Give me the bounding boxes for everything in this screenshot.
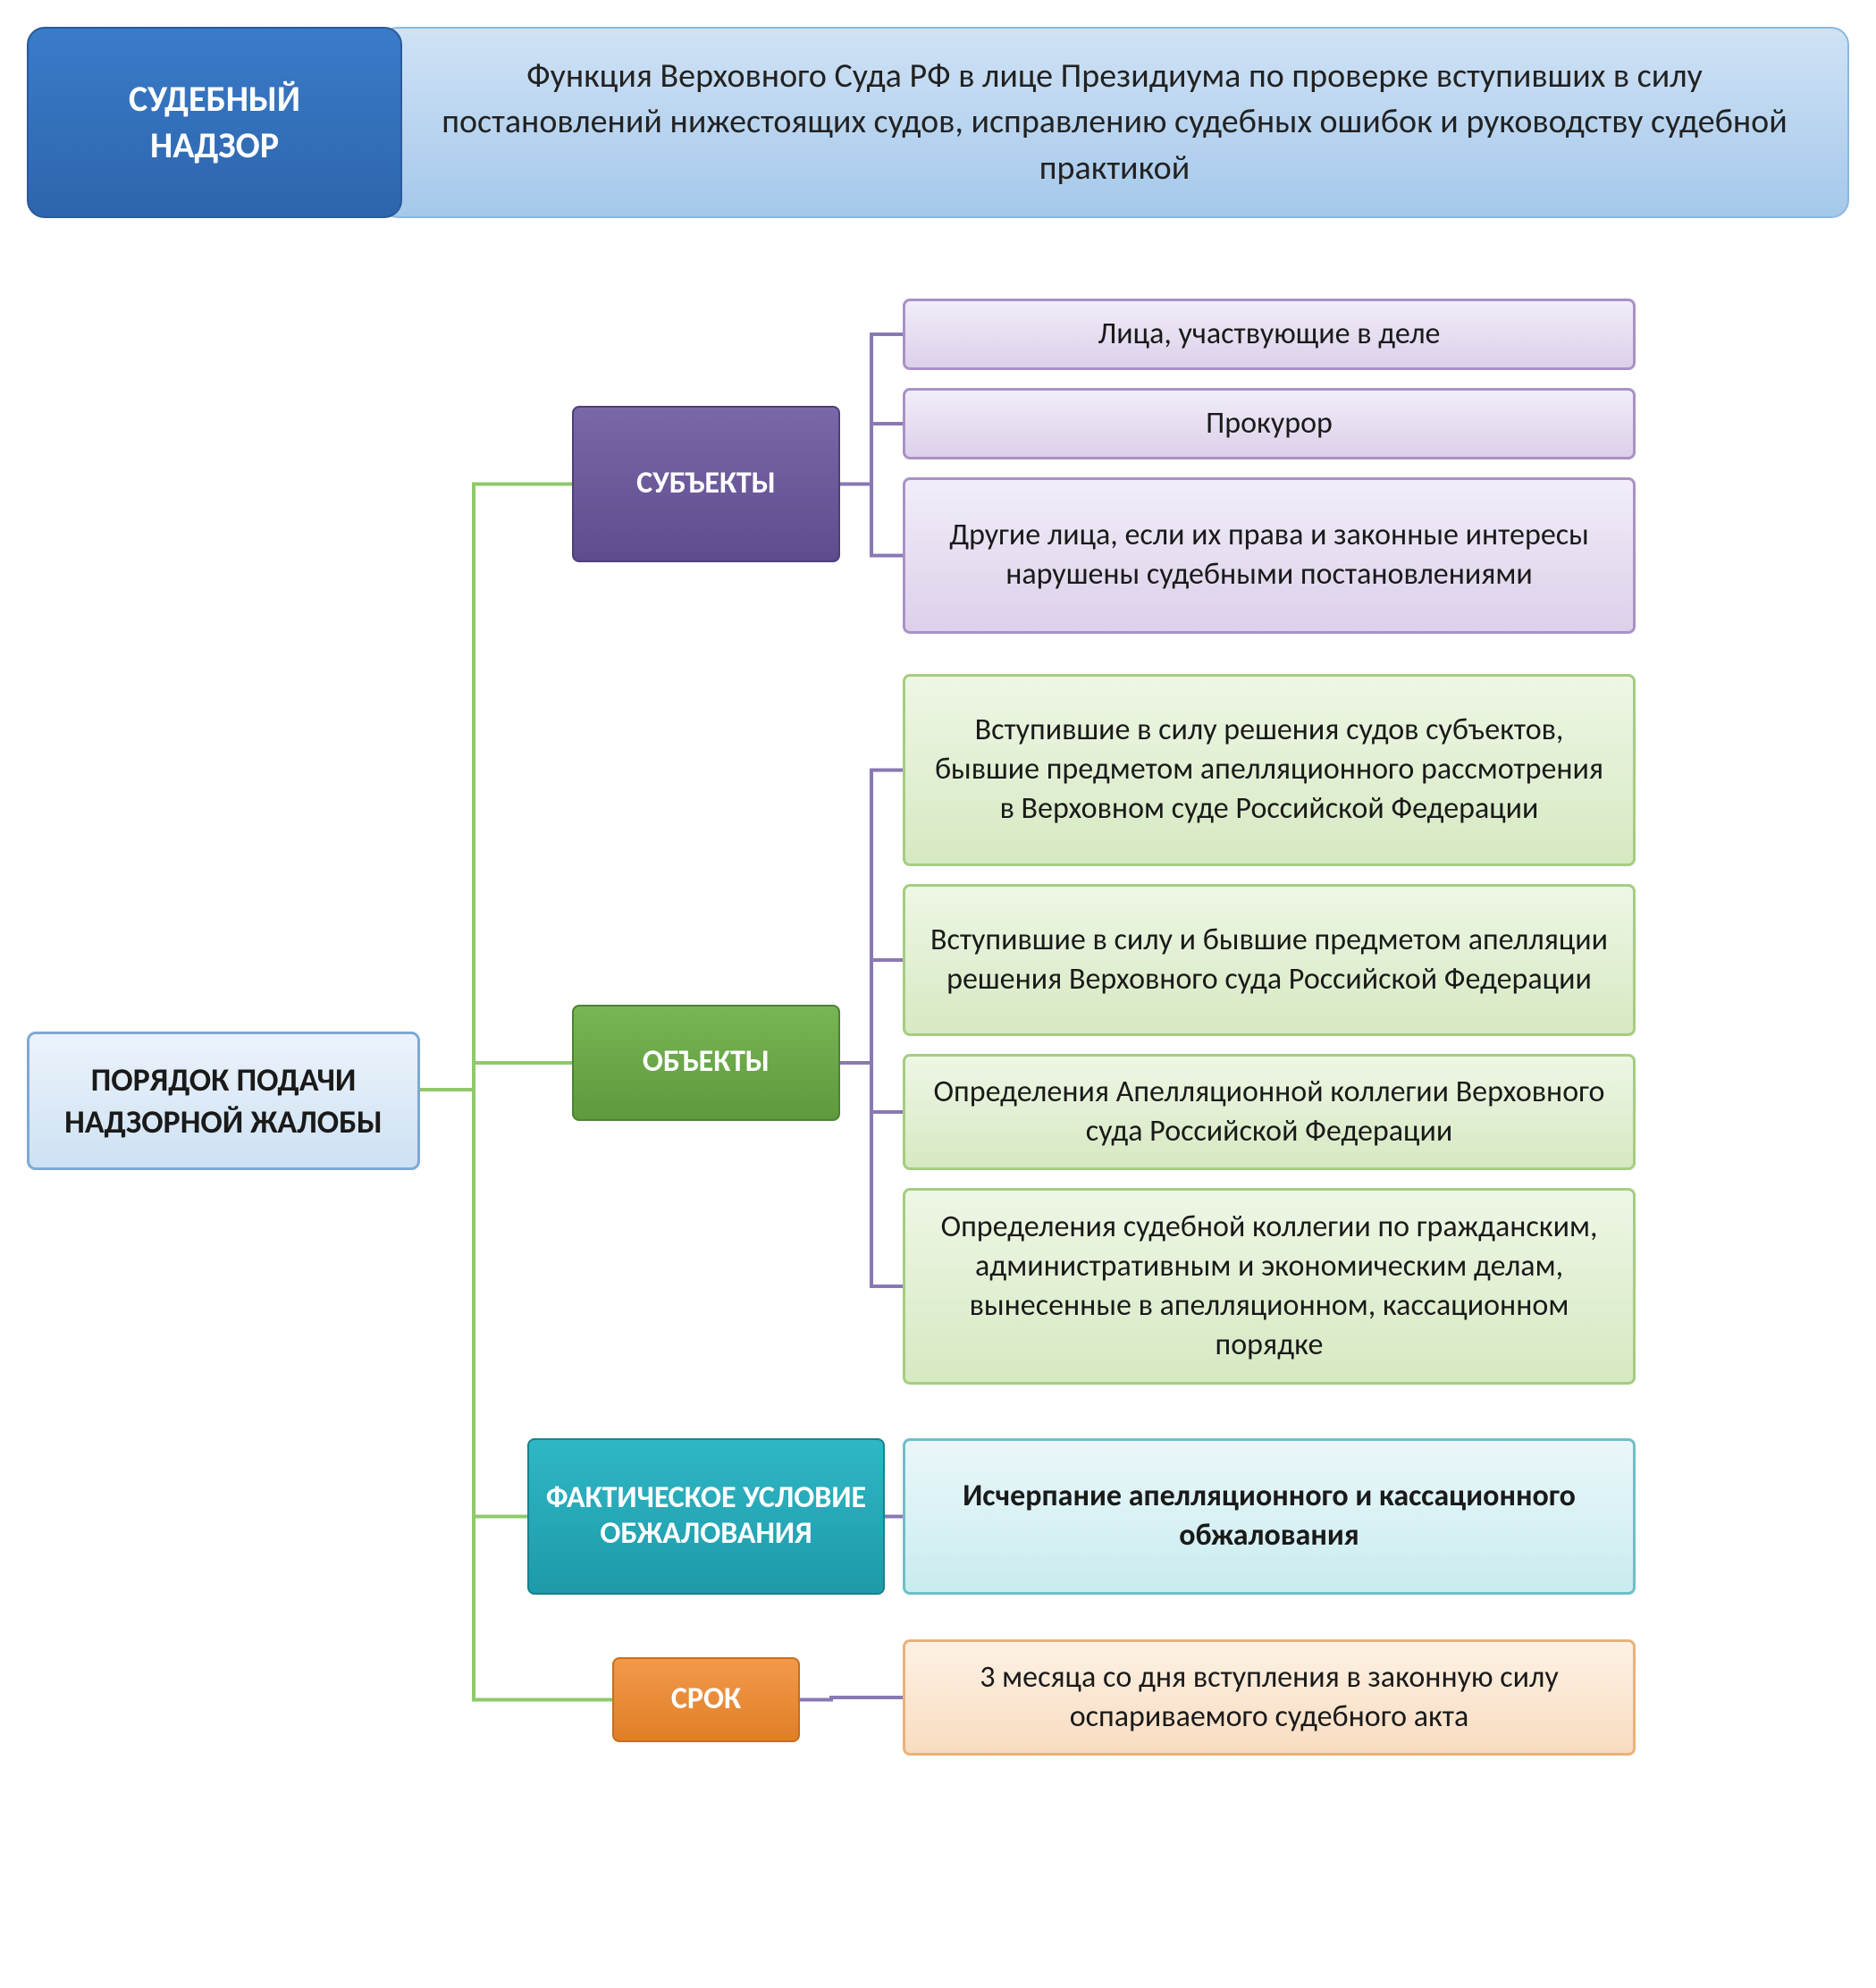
branch-node-condition: ФАКТИЧЕСКОЕ УСЛОВИЕ ОБЖАЛОВАНИЯ (527, 1438, 885, 1595)
diagram-canvas: ПОРЯДОК ПОДАЧИ НАДЗОРНОЙ ЖАЛОБЫ СУБЪЕКТЫ… (27, 299, 1849, 1800)
title-box: СУДЕБНЫЙ НАДЗОР (27, 27, 402, 218)
leaf-node: 3 месяца со дня вступления в законную си… (903, 1639, 1636, 1756)
definition-box: Функция Верховного Суда РФ в лице Презид… (380, 27, 1849, 218)
branch-node-subjects: СУБЪЕКТЫ (572, 406, 840, 562)
leaf-node: Определения Апелляционной коллегии Верхо… (903, 1054, 1636, 1170)
leaf-node: Определения судебной коллегии по граждан… (903, 1188, 1636, 1385)
leaf-node: Прокурор (903, 388, 1636, 459)
branch-node-objects: ОБЪЕКТЫ (572, 1005, 840, 1121)
root-node: ПОРЯДОК ПОДАЧИ НАДЗОРНОЙ ЖАЛОБЫ (27, 1032, 420, 1171)
header-row: СУДЕБНЫЙ НАДЗОР Функция Верховного Суда … (27, 27, 1849, 218)
leaf-node: Другие лица, если их права и законные ин… (903, 477, 1636, 634)
leaf-node: Исчерпание апелляционного и кассационног… (903, 1438, 1636, 1595)
leaf-node: Вступившие в силу и бывшие предметом апе… (903, 884, 1636, 1036)
branch-node-term: СРОК (612, 1657, 800, 1742)
leaf-node: Лица, участвующие в деле (903, 299, 1636, 370)
leaf-node: Вступившие в силу решения судов субъекто… (903, 674, 1636, 866)
